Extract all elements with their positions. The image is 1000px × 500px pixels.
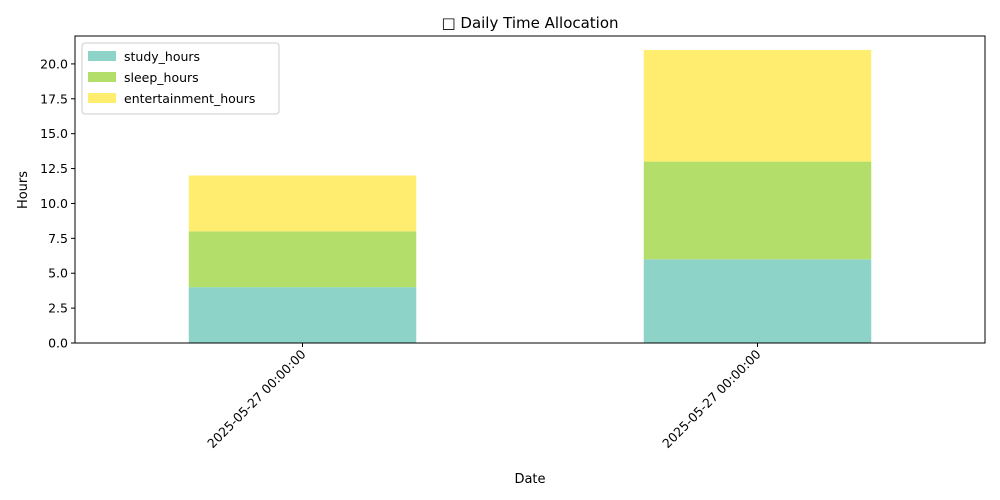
y-tick-label: 0.0	[48, 336, 68, 351]
bar-study_hours-0	[188, 287, 417, 343]
y-tick-label: 15.0	[40, 126, 68, 141]
bar-study_hours-1	[643, 259, 872, 343]
y-tick-label: 12.5	[40, 161, 68, 176]
legend-label-study_hours: study_hours	[124, 49, 200, 64]
legend-swatch-study_hours	[88, 51, 116, 61]
bar-sleep_hours-0	[188, 231, 417, 288]
y-tick-label: 7.5	[48, 231, 68, 246]
legend-swatch-entertainment_hours	[88, 93, 116, 103]
legend-label-entertainment_hours: entertainment_hours	[124, 91, 255, 106]
bar-entertainment_hours-1	[643, 49, 872, 162]
x-tick-label: 2025-05-27 00:00:00	[659, 346, 764, 451]
legend-swatch-sleep_hours	[88, 72, 116, 82]
y-tick-label: 5.0	[48, 266, 68, 281]
y-tick-label: 17.5	[40, 91, 68, 106]
legend: study_hours sleep_hours entertainment_hour…	[81, 42, 280, 115]
y-tick-label: 2.5	[48, 301, 68, 316]
x-axis-label: Date	[514, 472, 545, 487]
y-tick-label: 10.0	[40, 196, 68, 211]
chart-title: □ Daily Time Allocation	[441, 14, 618, 32]
legend-box	[81, 42, 280, 115]
y-tick-label: 20.0	[40, 56, 68, 71]
bar-entertainment_hours-0	[188, 175, 417, 232]
x-tick-label: 2025-05-27 00:00:00	[204, 346, 309, 451]
y-axis-label: Hours	[16, 171, 31, 209]
legend-label-sleep_hours: sleep_hours	[124, 70, 199, 85]
plot-frame	[74, 35, 986, 344]
bar-sleep_hours-1	[643, 161, 872, 260]
